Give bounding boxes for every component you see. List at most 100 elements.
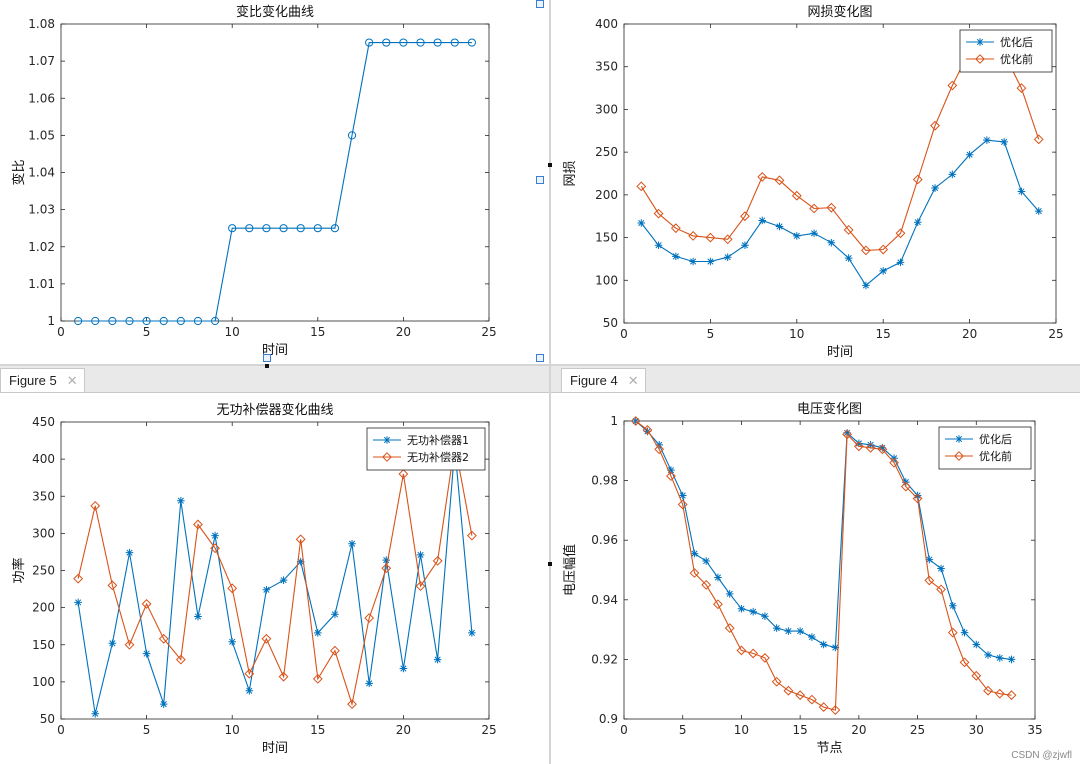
x-tick-label: 0 (620, 723, 628, 737)
series-line (77, 444, 473, 707)
data-point (176, 316, 185, 326)
data-point (1017, 187, 1026, 196)
x-tick-label: 5 (707, 327, 715, 341)
data-point (879, 267, 887, 275)
data-point (666, 471, 676, 482)
y-tick-label: 250 (32, 564, 55, 578)
x-tick-label: 5 (679, 723, 687, 737)
tab-label: Figure 4 (570, 373, 618, 388)
x-tick-label: 10 (225, 723, 240, 737)
tab-label: Figure 5 (9, 373, 57, 388)
data-point (175, 654, 186, 665)
chart-title: 变比变化曲线 (236, 4, 314, 20)
y-tick-label: 0.94 (591, 593, 618, 607)
data-point (193, 519, 203, 530)
data-point (795, 690, 806, 701)
figure-pane-bottom-left: 0 5 10 15 20 25 50 100 150 200 250 300 350 400 450 无功补偿… (0, 393, 549, 764)
data-point (878, 244, 889, 255)
chart-var-compensator: 0 5 10 15 20 25 50 100 150 200 250 300 350 400 450 无功补偿… (11, 402, 497, 756)
dock-handle-icon[interactable] (263, 354, 271, 362)
data-point (889, 457, 899, 468)
data-point (701, 579, 712, 590)
data-point (261, 633, 272, 644)
data-point (450, 38, 459, 47)
x-tick-label: 20 (396, 723, 411, 737)
data-point (937, 564, 945, 573)
tab-figure-4[interactable]: Figure 4 ✕ (561, 368, 646, 392)
data-point (853, 441, 864, 452)
data-point (91, 710, 100, 718)
data-point (896, 258, 905, 267)
data-point (279, 576, 288, 584)
legend-box (366, 427, 486, 471)
data-point (740, 211, 750, 222)
data-point (415, 581, 426, 591)
close-icon[interactable]: ✕ (627, 372, 639, 388)
x-axis-label: 时间 (827, 345, 853, 360)
data-point (228, 637, 236, 646)
figure-tab-strip-left: Figure 5 ✕ (0, 366, 549, 393)
data-point (810, 229, 818, 238)
y-tick-label: 300 (595, 102, 618, 116)
data-point (312, 673, 323, 684)
data-point (331, 610, 339, 619)
data-point (975, 54, 985, 64)
close-icon[interactable]: ✕ (66, 372, 78, 388)
data-point (158, 633, 169, 644)
dock-handle-icon[interactable] (536, 176, 544, 184)
split-divider-vertical[interactable] (549, 0, 551, 764)
data-point (783, 685, 794, 696)
legend-box (959, 29, 1053, 73)
data-point (654, 241, 663, 250)
legend-label: 优化前 (979, 449, 1012, 463)
data-point (689, 257, 697, 266)
split-divider-horizontal[interactable] (0, 364, 1080, 366)
x-tick-label: 5 (143, 723, 151, 737)
data-point (677, 499, 688, 510)
y-tick-label: 1 (610, 414, 618, 428)
y-tick-label: 1.02 (28, 240, 55, 254)
resize-marker-icon (548, 163, 552, 167)
data-point (865, 442, 876, 453)
data-point (936, 584, 946, 595)
y-axis-label: 变比 (11, 159, 27, 185)
dock-handle-icon[interactable] (536, 354, 544, 362)
x-tick-label: 0 (57, 325, 65, 339)
data-point (296, 557, 305, 566)
data-point (399, 664, 408, 673)
x-tick-label: 20 (396, 325, 411, 339)
data-point (194, 612, 202, 621)
data-point (74, 316, 83, 326)
data-point (278, 671, 289, 682)
dock-handle-icon[interactable] (536, 0, 544, 8)
data-point (433, 655, 442, 664)
x-axis-label: 时间 (262, 741, 288, 756)
data-point (382, 452, 392, 462)
data-point (262, 586, 271, 594)
data-point (930, 120, 940, 131)
tab-figure-5[interactable]: Figure 5 ✕ (0, 368, 85, 392)
data-point (830, 705, 841, 715)
data-point (714, 573, 722, 582)
data-point (688, 230, 699, 241)
y-tick-label: 0.92 (591, 652, 618, 666)
data-point (855, 439, 863, 448)
data-point (108, 639, 117, 648)
data-point (432, 555, 443, 566)
data-point (210, 316, 220, 326)
y-tick-label: 0.98 (591, 474, 618, 488)
data-point (654, 444, 665, 455)
data-point (994, 688, 1005, 699)
x-tick-label: 20 (851, 723, 866, 737)
x-tick-label: 25 (481, 723, 496, 737)
data-point (878, 444, 887, 452)
x-tick-label: 35 (1027, 723, 1042, 737)
chart-network-loss: 0 5 10 15 20 25 50 100 150 200 250 300 350 400 网损变化图时间… (563, 4, 1064, 360)
chart-voltage: 0 5 10 15 20 25 30 35 0.9 0.92 0.94 0.96 0.98 1 电压变化图节… (562, 401, 1043, 756)
y-tick-label: 150 (595, 231, 618, 245)
data-point (913, 218, 922, 226)
data-point (984, 651, 992, 659)
legend-label: 优化前 (1000, 52, 1033, 66)
data-point (1007, 655, 1016, 664)
y-axis-label: 网损 (563, 160, 578, 186)
